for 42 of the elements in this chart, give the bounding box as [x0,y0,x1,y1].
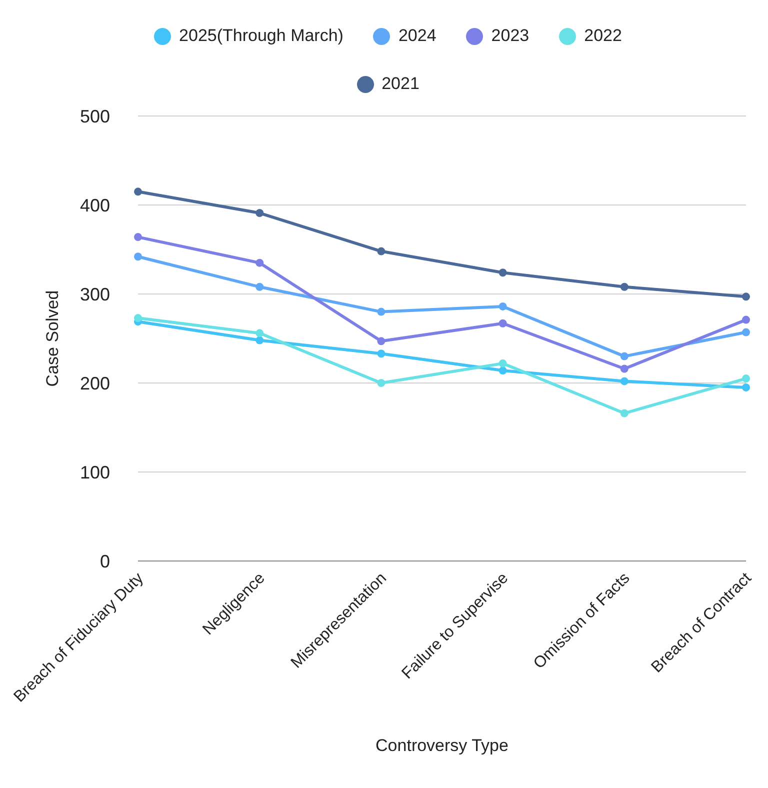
point [256,282,264,291]
point [134,252,142,261]
point [256,336,264,344]
y-tick-label: 300 [80,284,110,304]
y-tick-label: 200 [80,373,110,394]
point [256,209,264,218]
point [498,319,507,328]
point [377,350,386,358]
point [742,292,750,301]
point [256,258,264,267]
point [742,316,750,324]
point [620,377,628,386]
point [620,282,628,291]
point [742,374,750,383]
point [498,359,507,368]
point [377,379,386,387]
legend-label: 2024 [398,26,436,46]
point [620,364,628,373]
y-tick-label: 500 [80,106,110,126]
point [377,247,386,256]
x-axis-title: Controversy Type [376,736,508,755]
point [256,329,264,338]
point [134,233,142,242]
legend-label: 2022 [584,26,622,46]
point [377,337,386,346]
legend-label: 2025(Through March) [179,26,344,46]
y-tick-label: 400 [80,195,110,216]
point [742,328,750,336]
y-tick-label: 100 [80,462,110,482]
point [620,352,628,360]
legend-label: 2021 [382,74,420,94]
point [620,409,628,418]
y-axis-title: Case Solved [43,290,62,387]
point [134,314,142,322]
point [134,188,142,196]
legend-label: 2023 [491,26,530,46]
point [498,268,507,277]
point [742,383,750,392]
point [377,308,386,316]
point [498,366,507,375]
point [498,302,507,310]
y-tick-label: 0 [100,551,110,572]
